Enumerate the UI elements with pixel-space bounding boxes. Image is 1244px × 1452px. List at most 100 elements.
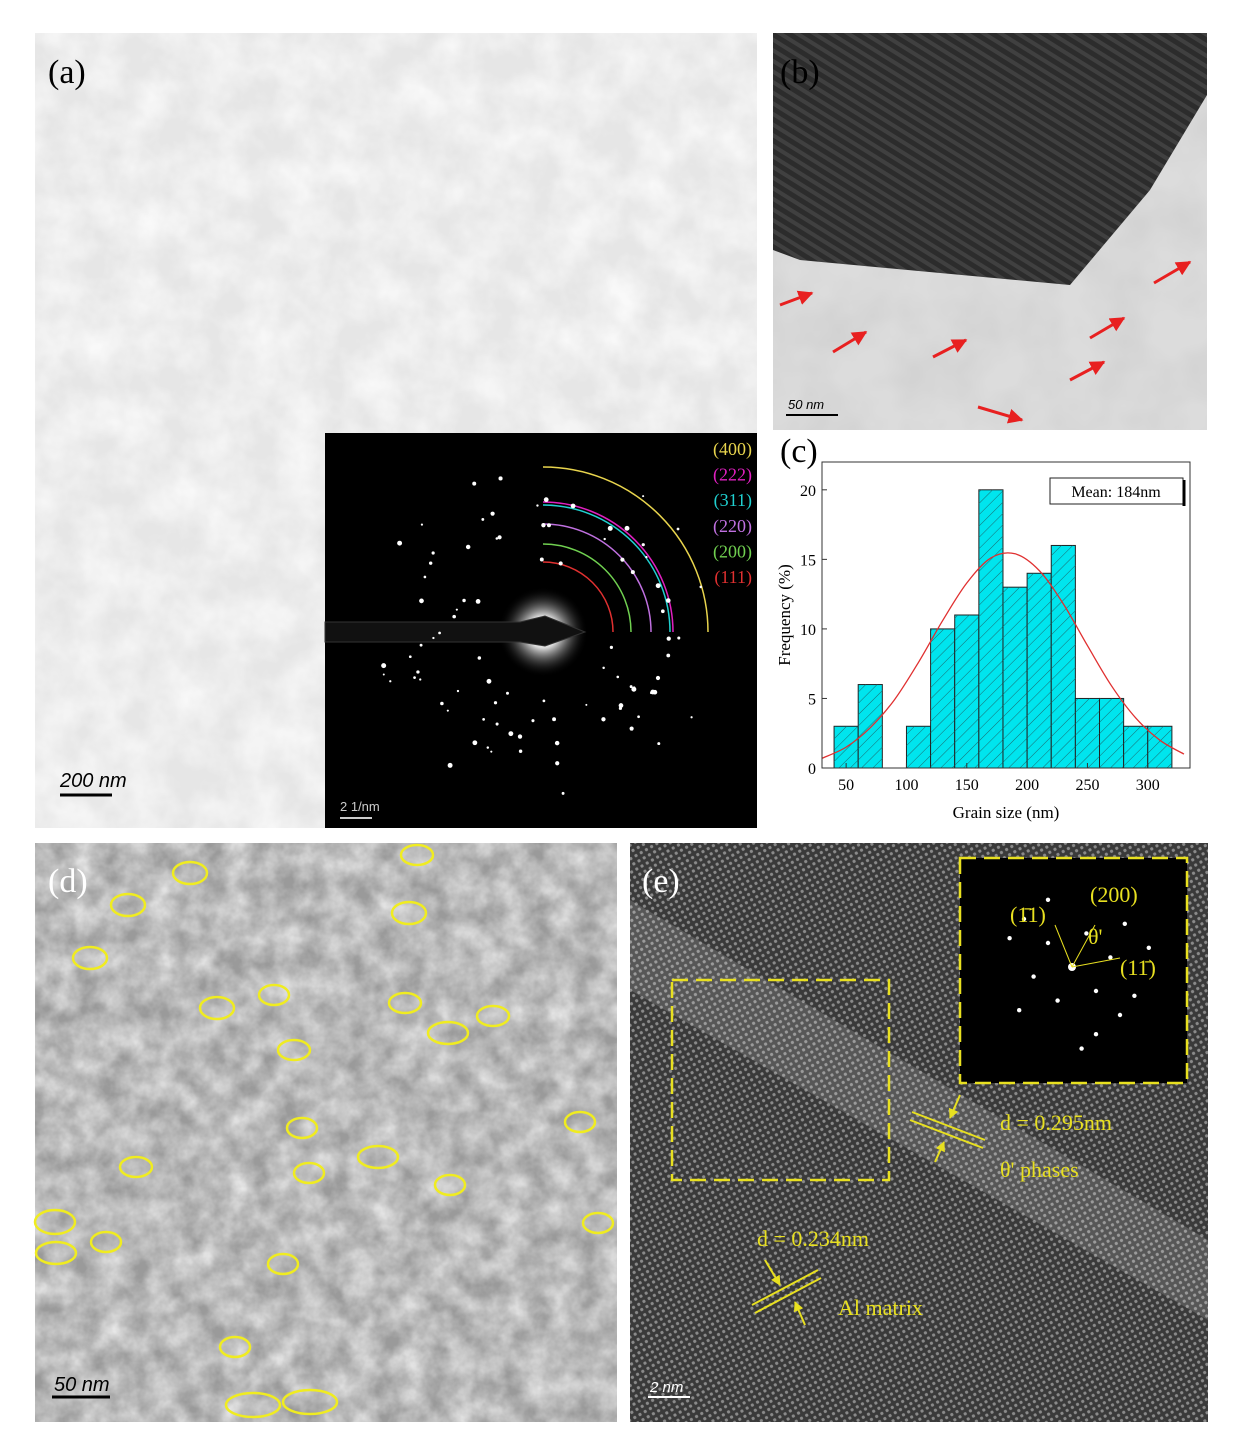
- spot: [452, 614, 456, 619]
- spot: [456, 689, 460, 693]
- spot: [440, 701, 444, 706]
- spot: [618, 706, 623, 710]
- ring: [542, 466, 709, 633]
- spot: [666, 636, 671, 641]
- ring-label: (200): [713, 541, 752, 562]
- bar-hatch: [978, 489, 1003, 768]
- spot: [1093, 1032, 1099, 1037]
- spot: [552, 717, 557, 722]
- spot: [665, 598, 671, 603]
- spot: [481, 518, 485, 521]
- spot: [475, 599, 481, 604]
- arrow: [932, 338, 968, 359]
- spot: [601, 717, 606, 722]
- x-tick-label: 150: [955, 777, 979, 794]
- fringe-line: [751, 1269, 819, 1306]
- x-tick-label: 100: [894, 777, 918, 794]
- annotation: d = 0.234nm: [757, 1226, 869, 1251]
- spot: [495, 722, 499, 726]
- texture: [35, 843, 617, 1422]
- spot: [1045, 897, 1051, 902]
- ring: [542, 504, 671, 633]
- spot: [477, 656, 482, 660]
- fft-label: (11̄): [1120, 955, 1156, 980]
- spot: [1021, 916, 1027, 922]
- spot: [382, 673, 385, 676]
- spot: [462, 598, 466, 603]
- marker-ellipse: [581, 1211, 615, 1235]
- marker-ellipse: [356, 1144, 400, 1170]
- arrow: [1153, 260, 1192, 285]
- spot: [585, 703, 588, 706]
- spot: [539, 557, 544, 562]
- bar-hatch: [1002, 587, 1028, 768]
- spacing-marks: [751, 1094, 986, 1326]
- fft-spots: [1007, 897, 1152, 1051]
- spot: [438, 631, 441, 635]
- panel-label: (e): [642, 863, 680, 900]
- panel-label: (a): [48, 54, 86, 91]
- spot: [676, 527, 680, 531]
- annotation: Al matrix: [838, 1295, 923, 1320]
- spot: [455, 608, 458, 611]
- panel-d: (d) 50 nm: [33, 843, 617, 1422]
- spot: [413, 676, 416, 679]
- spot: [629, 685, 633, 689]
- spot: [432, 636, 435, 640]
- spot: [1108, 955, 1113, 960]
- spot: [397, 540, 403, 546]
- marker-ellipse: [292, 1161, 326, 1185]
- y-tick-label: 20: [800, 483, 816, 500]
- marker-ellipse: [390, 900, 428, 926]
- spot: [531, 719, 535, 723]
- bar-hatch: [1123, 726, 1148, 768]
- marker-ellipse: [89, 1230, 123, 1254]
- spot: [603, 537, 606, 541]
- spot: [642, 495, 645, 498]
- spot: [408, 655, 412, 659]
- panel-e: (e) (1̄1) (200) θ' (11̄) d = 0.295nm θ' …: [630, 843, 1208, 1422]
- scale-label: 50 nm: [54, 1374, 110, 1396]
- spot: [486, 746, 490, 749]
- marker-ellipse: [426, 1020, 470, 1046]
- spot: [632, 686, 636, 689]
- fft-label: (1̄1): [1010, 902, 1046, 927]
- spot: [447, 762, 453, 768]
- arrows: [779, 260, 1192, 424]
- spot: [518, 749, 523, 753]
- spot: [416, 670, 420, 674]
- spot: [1122, 921, 1128, 926]
- spot: [607, 525, 613, 531]
- spot: [465, 544, 471, 550]
- bar-hatch: [906, 726, 931, 768]
- spot: [508, 731, 514, 737]
- spot: [389, 680, 392, 683]
- marker-ellipse: [118, 1155, 154, 1179]
- spot: [490, 511, 495, 516]
- beam-stop: [324, 615, 587, 647]
- marker-ellipse: [71, 945, 109, 971]
- spot: [561, 791, 565, 795]
- spot: [536, 504, 539, 507]
- spot: [381, 663, 387, 669]
- bar-hatch: [1099, 698, 1124, 768]
- x-tick-label: 50: [838, 777, 854, 794]
- ring: [542, 561, 614, 633]
- arrow: [832, 330, 868, 354]
- marker-ellipse: [224, 1391, 282, 1419]
- spot: [419, 678, 422, 681]
- spot: [419, 643, 423, 647]
- fringe-line: [754, 1277, 822, 1314]
- spot: [690, 716, 693, 719]
- spot: [618, 703, 624, 708]
- spot: [1017, 1008, 1022, 1013]
- spot: [546, 523, 551, 528]
- bar-hatch: [1027, 573, 1052, 768]
- spot: [495, 537, 499, 540]
- marker-ellipse: [387, 991, 423, 1015]
- marker-ellipse: [198, 995, 236, 1021]
- y-tick-label: 5: [808, 691, 816, 708]
- spot: [419, 598, 424, 604]
- x-tick-label: 200: [1015, 777, 1039, 794]
